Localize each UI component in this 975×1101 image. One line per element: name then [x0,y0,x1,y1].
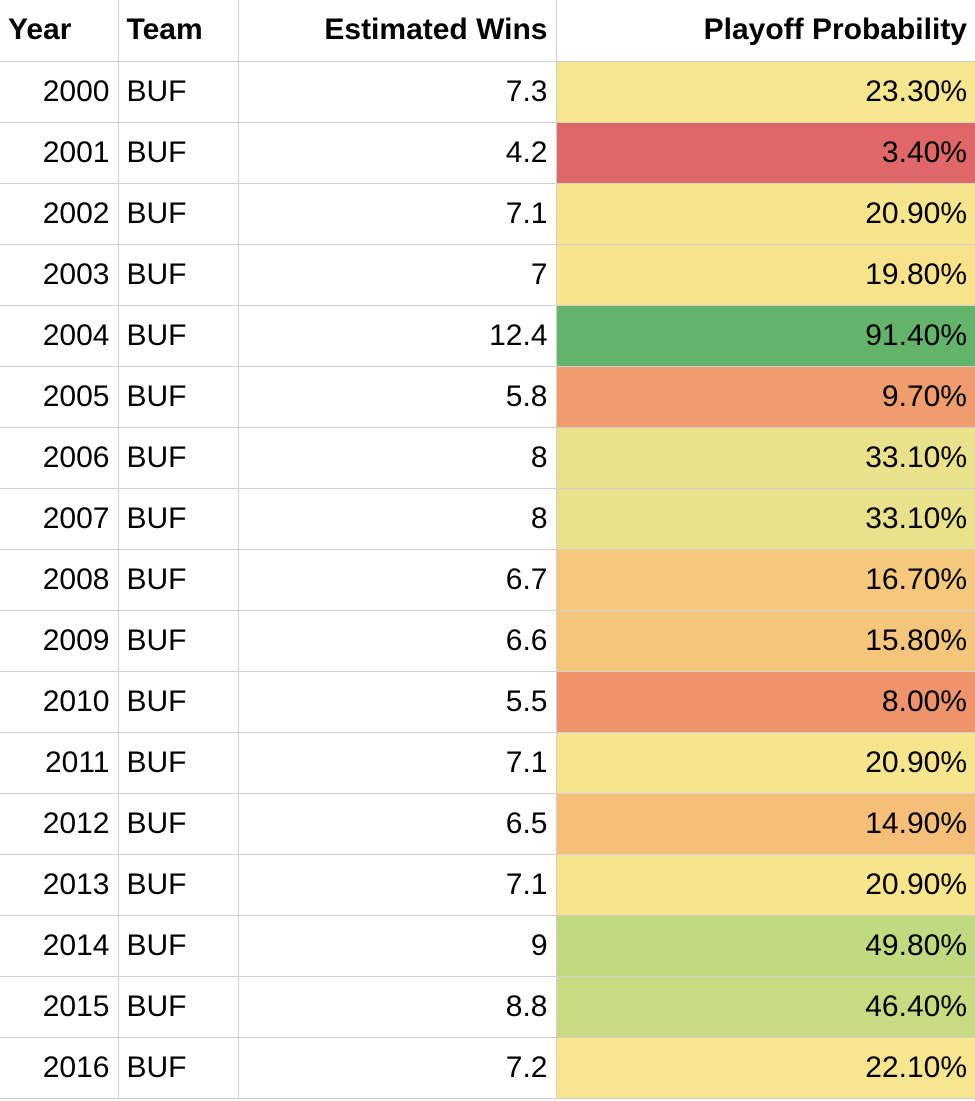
cell-year: 2010 [0,671,118,732]
table-row: 2016BUF7.222.10% [0,1037,975,1098]
playoff-table: Year Team Estimated Wins Playoff Probabi… [0,0,975,1099]
header-row: Year Team Estimated Wins Playoff Probabi… [0,0,975,61]
table-row: 2010BUF5.58.00% [0,671,975,732]
cell-wins: 12.4 [238,305,556,366]
cell-year: 2009 [0,610,118,671]
cell-year: 2003 [0,244,118,305]
cell-wins: 8.8 [238,976,556,1037]
cell-team: BUF [118,793,238,854]
cell-prob: 19.80% [556,244,975,305]
cell-wins: 8 [238,427,556,488]
cell-prob: 46.40% [556,976,975,1037]
cell-prob: 20.90% [556,183,975,244]
table-row: 2002BUF7.120.90% [0,183,975,244]
table-body: 2000BUF7.323.30%2001BUF4.23.40%2002BUF7.… [0,61,975,1098]
table-row: 2006BUF833.10% [0,427,975,488]
cell-prob: 20.90% [556,732,975,793]
cell-prob: 23.30% [556,61,975,122]
header-prob: Playoff Probability [556,0,975,61]
table-row: 2001BUF4.23.40% [0,122,975,183]
cell-prob: 15.80% [556,610,975,671]
cell-prob: 49.80% [556,915,975,976]
cell-team: BUF [118,915,238,976]
cell-team: BUF [118,488,238,549]
table-row: 2015BUF8.846.40% [0,976,975,1037]
table-row: 2009BUF6.615.80% [0,610,975,671]
cell-prob: 16.70% [556,549,975,610]
table-row: 2012BUF6.514.90% [0,793,975,854]
cell-prob: 20.90% [556,854,975,915]
cell-prob: 22.10% [556,1037,975,1098]
cell-team: BUF [118,976,238,1037]
cell-wins: 7.2 [238,1037,556,1098]
cell-wins: 8 [238,488,556,549]
header-team: Team [118,0,238,61]
cell-team: BUF [118,305,238,366]
table-row: 2013BUF7.120.90% [0,854,975,915]
cell-team: BUF [118,610,238,671]
cell-team: BUF [118,854,238,915]
cell-year: 2004 [0,305,118,366]
cell-team: BUF [118,427,238,488]
cell-team: BUF [118,1037,238,1098]
table-row: 2014BUF949.80% [0,915,975,976]
cell-wins: 4.2 [238,122,556,183]
cell-year: 2012 [0,793,118,854]
cell-year: 2013 [0,854,118,915]
header-wins: Estimated Wins [238,0,556,61]
cell-wins: 7.1 [238,732,556,793]
cell-year: 2014 [0,915,118,976]
cell-wins: 7 [238,244,556,305]
cell-team: BUF [118,671,238,732]
table-row: 2011BUF7.120.90% [0,732,975,793]
cell-year: 2000 [0,61,118,122]
table-row: 2008BUF6.716.70% [0,549,975,610]
table-row: 2004BUF12.491.40% [0,305,975,366]
cell-year: 2016 [0,1037,118,1098]
cell-prob: 8.00% [556,671,975,732]
cell-prob: 33.10% [556,488,975,549]
cell-prob: 9.70% [556,366,975,427]
cell-wins: 9 [238,915,556,976]
cell-year: 2005 [0,366,118,427]
table-row: 2003BUF719.80% [0,244,975,305]
cell-wins: 6.6 [238,610,556,671]
cell-wins: 7.1 [238,183,556,244]
cell-year: 2011 [0,732,118,793]
cell-prob: 14.90% [556,793,975,854]
cell-wins: 5.8 [238,366,556,427]
cell-team: BUF [118,732,238,793]
header-year: Year [0,0,118,61]
cell-wins: 7.1 [238,854,556,915]
cell-year: 2007 [0,488,118,549]
cell-team: BUF [118,244,238,305]
cell-year: 2015 [0,976,118,1037]
cell-year: 2008 [0,549,118,610]
cell-wins: 5.5 [238,671,556,732]
cell-year: 2006 [0,427,118,488]
cell-prob: 91.40% [556,305,975,366]
table-row: 2000BUF7.323.30% [0,61,975,122]
cell-team: BUF [118,122,238,183]
cell-team: BUF [118,61,238,122]
table-row: 2005BUF5.89.70% [0,366,975,427]
cell-year: 2002 [0,183,118,244]
cell-wins: 7.3 [238,61,556,122]
cell-prob: 3.40% [556,122,975,183]
cell-wins: 6.7 [238,549,556,610]
table-row: 2007BUF833.10% [0,488,975,549]
cell-team: BUF [118,183,238,244]
cell-team: BUF [118,549,238,610]
cell-prob: 33.10% [556,427,975,488]
cell-wins: 6.5 [238,793,556,854]
cell-team: BUF [118,366,238,427]
cell-year: 2001 [0,122,118,183]
